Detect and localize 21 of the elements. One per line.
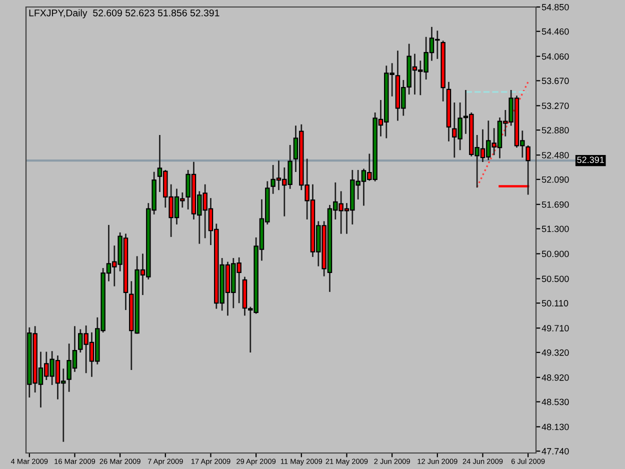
y-tick-label: 49.320 <box>542 349 569 356</box>
y-tick-label: 53.270 <box>542 102 569 110</box>
y-tick-label: 50.110 <box>542 300 568 306</box>
y-tick-label: 52.880 <box>542 127 569 134</box>
chart-title: LFXJPY,Daily 52.609 52.623 51.856 52.391 <box>29 9 220 18</box>
y-tick-label: 54.850 <box>542 4 569 10</box>
y-tick-label: 54.060 <box>542 53 569 60</box>
y-tick-label: 53.670 <box>542 78 569 84</box>
y-tick-label: 49.710 <box>542 325 569 332</box>
y-tick-label: 50.500 <box>542 276 569 282</box>
y-tick-label: 54.460 <box>542 28 569 35</box>
y-tick-label: 51.300 <box>542 226 569 232</box>
ref-line-label: 52.391 <box>577 156 604 164</box>
y-tick-label: 52.090 <box>542 176 569 183</box>
y-tick-label: 50.900 <box>542 250 569 258</box>
y-tick-label: 48.130 <box>542 424 569 430</box>
y-tick-label: 51.690 <box>542 201 569 208</box>
y-tick-label: 47.740 <box>542 448 569 454</box>
y-tick-label: 48.920 <box>542 374 569 381</box>
y-tick-label: 52.480 <box>542 152 569 158</box>
y-tick-label: 48.530 <box>542 398 569 406</box>
